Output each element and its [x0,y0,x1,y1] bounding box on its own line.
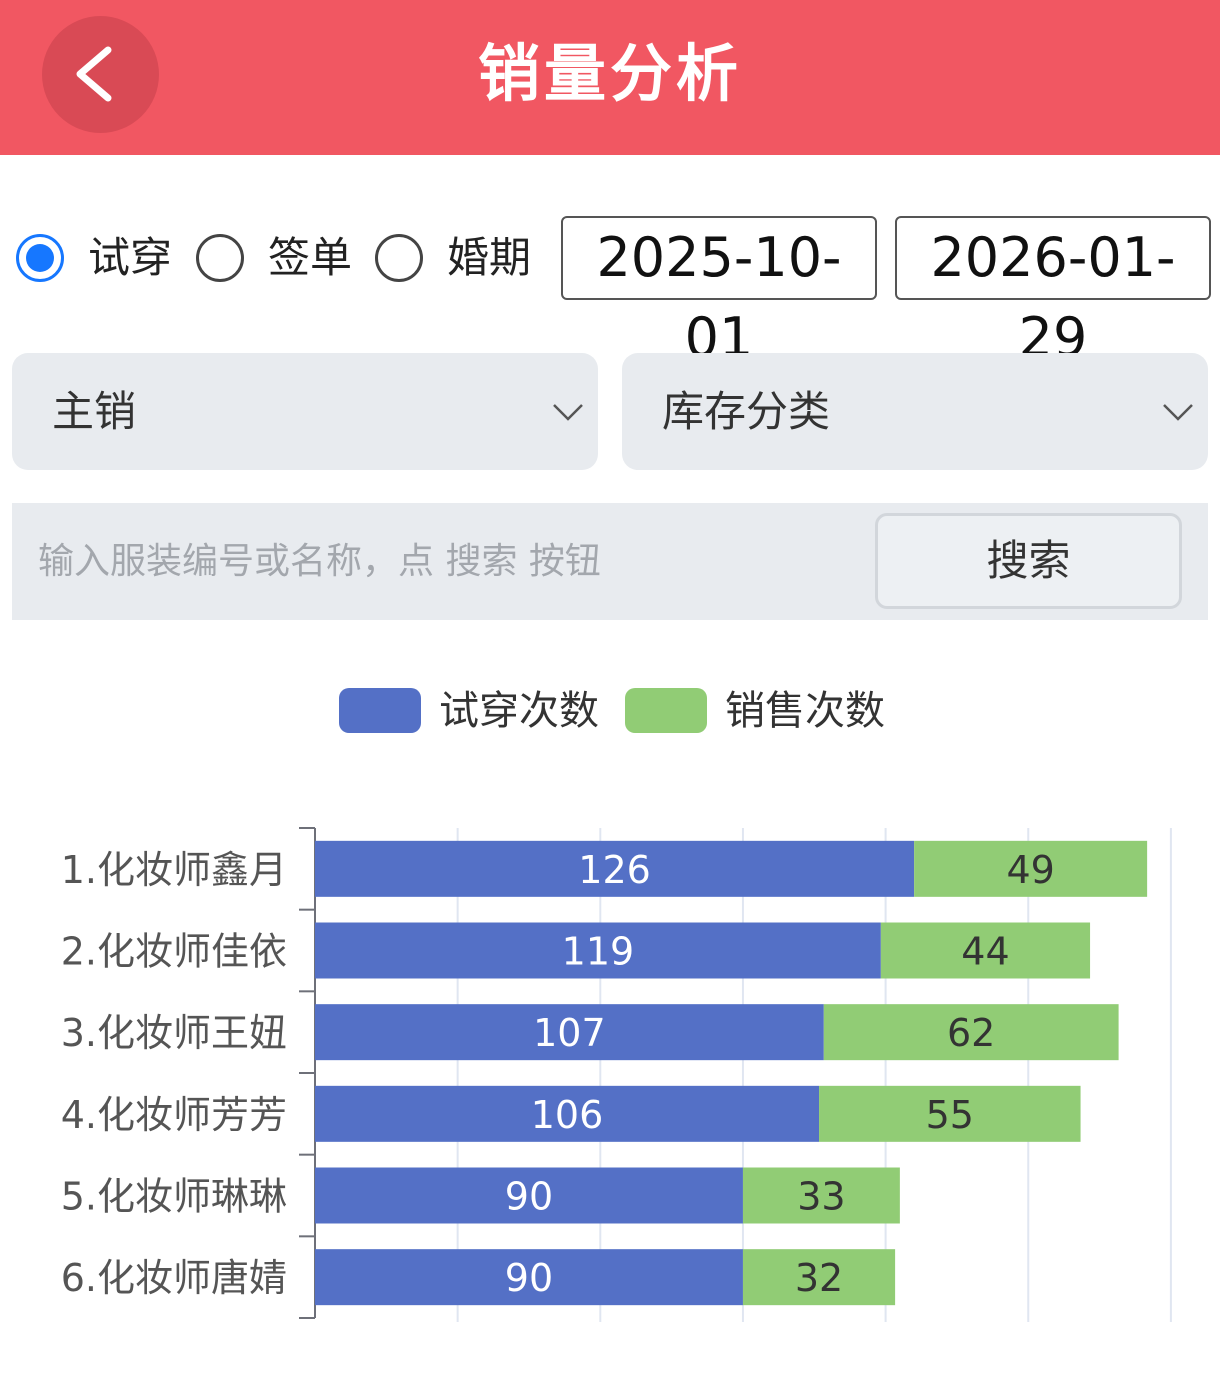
start-date-input[interactable]: 2025-10-01 [561,216,877,369]
y-tick-label: 3.化妆师王妞 [61,1011,287,1055]
category-select-value: 库存分类 [662,387,831,436]
chevron-down-icon [1163,404,1193,421]
y-tick-label: 1.化妆师鑫月 [61,848,287,892]
bar-tryon [315,1085,820,1142]
bar-value-label: 33 [797,1175,845,1219]
chevron-left-icon [76,46,112,102]
bar-value-label: 107 [533,1011,606,1055]
y-tick-label: 5.化妆师琳琳 [61,1175,287,1219]
bar-tryon [315,1249,743,1306]
bar-tryon [315,1167,743,1224]
radio-circle [16,234,64,282]
bar-value-label: 119 [562,930,635,974]
y-tick-label: 4.化妆师芳芳 [61,1093,287,1137]
bar-value-label: 44 [961,930,1009,974]
bar-value-label: 62 [947,1011,995,1055]
page-title: 销量分析 [477,37,742,110]
radio-label-wedding-date: 婚期 [447,233,532,282]
bar-tryon [315,840,915,897]
bar-value-label: 126 [578,848,651,892]
primary-select-value: 主销 [52,387,137,436]
bar-value-label: 90 [505,1175,553,1219]
app-header: 销量分析 [0,0,1220,155]
legend-swatch-tryon [339,688,421,733]
bar-tryon [315,1004,824,1061]
legend-label-sales: 销售次数 [725,688,885,734]
bar-value-label: 49 [1006,848,1054,892]
end-date-input[interactable]: 2026-01-29 [895,216,1211,369]
legend-swatch-sales [625,688,707,733]
bar-value-label: 106 [531,1093,604,1137]
chevron-down-icon [553,404,583,421]
bar-sales [823,1004,1119,1061]
radio-label-tryon: 试穿 [88,233,173,282]
bar-value-label: 55 [926,1093,974,1137]
bar-sales [742,1249,896,1306]
radio-label-order: 签单 [268,233,353,282]
y-tick-label: 2.化妆师佳依 [61,930,287,974]
primary-select[interactable]: 主销 [12,353,598,470]
bar-sales [914,840,1148,897]
search-button[interactable]: 搜索 [875,513,1182,609]
y-tick-label: 6.化妆师唐婧 [61,1256,287,1300]
bar-sales [742,1167,900,1224]
bar-sales [819,1085,1081,1142]
back-button[interactable] [42,16,159,133]
legend-label-tryon: 试穿次数 [439,688,599,734]
search-bar: 搜索 [12,503,1208,620]
bar-tryon [315,922,881,979]
chart-legend: 试穿次数 销售次数 [0,686,1220,736]
search-input[interactable] [12,503,862,620]
sales-bar-chart: 1.化妆师鑫月 126 49 2.化妆师佳依 119 44 3.化妆师王妞 107 62 4.化妆… [61,827,1172,1322]
bar-value-label: 32 [795,1256,843,1300]
category-select[interactable]: 库存分类 [622,353,1208,470]
radio-circle [196,234,244,282]
bar-value-label: 90 [505,1256,553,1300]
radio-circle [375,234,423,282]
bar-sales [880,922,1091,979]
